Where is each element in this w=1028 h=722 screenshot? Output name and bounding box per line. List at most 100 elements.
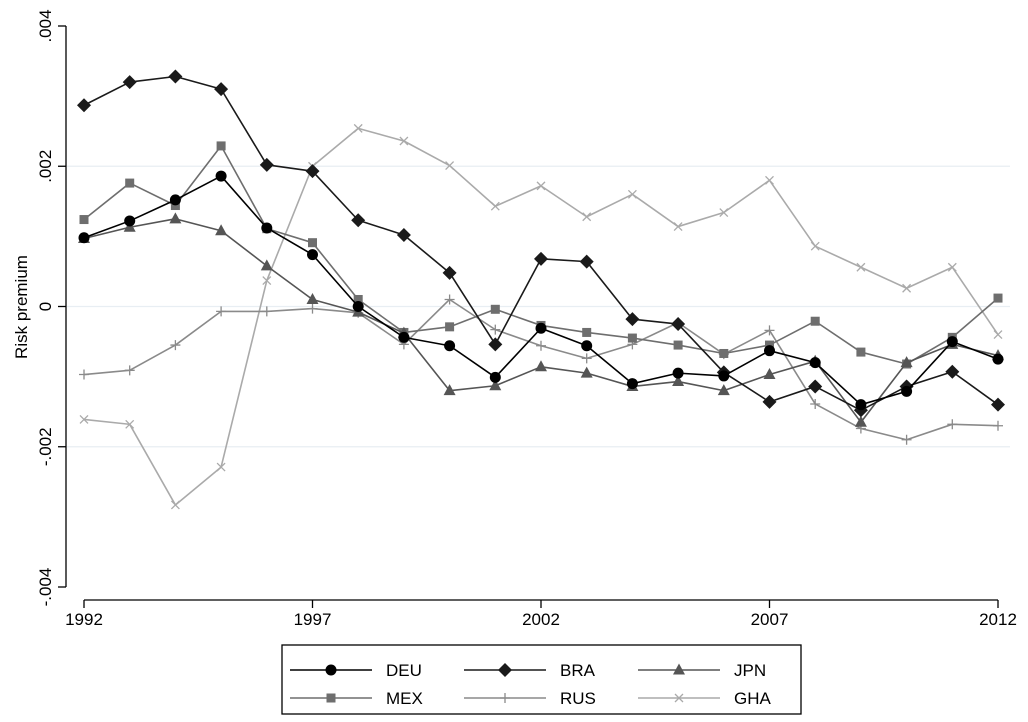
data-point-bra <box>625 312 640 327</box>
data-point-rus <box>764 325 775 336</box>
data-point-rus <box>79 369 89 380</box>
data-point-deu <box>307 249 318 261</box>
y-tick-label: .004 <box>36 9 55 42</box>
data-point-rus <box>993 420 1003 431</box>
legend-label: DEU <box>386 661 422 680</box>
legend-marker-mex <box>326 693 336 703</box>
data-point-mex <box>993 293 1003 303</box>
data-point-bra <box>77 98 91 113</box>
legend-marker-jpn <box>673 663 685 675</box>
data-point-jpn <box>763 368 776 380</box>
data-point-deu <box>855 399 867 411</box>
legend-item-rus: RUS <box>464 689 596 708</box>
x-tick-label: 2012 <box>979 610 1017 629</box>
x-tick-label: 1997 <box>294 610 332 629</box>
data-point-deu <box>581 340 593 352</box>
y-tick-label: -.002 <box>36 427 55 466</box>
data-point-deu <box>946 336 958 348</box>
data-point-bra <box>579 254 594 269</box>
data-point-rus <box>810 398 821 409</box>
data-point-deu <box>215 170 227 182</box>
data-point-mex <box>582 327 592 337</box>
y-axis-title: Risk premium <box>12 255 31 359</box>
x-tick-label: 1992 <box>65 610 103 629</box>
data-point-deu <box>809 357 821 369</box>
legend-label: BRA <box>560 661 596 680</box>
data-point-gha <box>856 262 866 272</box>
data-point-mex <box>810 316 820 326</box>
legend-item-mex: MEX <box>290 689 423 708</box>
data-point-rus <box>216 306 227 317</box>
data-point-rus <box>444 294 455 305</box>
data-point-bra <box>259 157 274 172</box>
data-point-deu <box>169 194 181 206</box>
data-point-deu <box>718 370 730 382</box>
data-point-deu <box>672 367 684 379</box>
legend-item-bra: BRA <box>464 661 596 680</box>
data-point-gha <box>353 123 363 133</box>
y-tick-label: 0 <box>36 302 55 311</box>
data-point-rus <box>261 306 272 317</box>
data-point-gha <box>627 189 637 199</box>
legend-item-jpn: JPN <box>638 661 766 680</box>
data-point-deu <box>626 378 638 390</box>
data-point-mex <box>673 340 683 350</box>
data-point-bra <box>534 251 548 266</box>
data-point-bra <box>168 69 183 84</box>
data-point-bra <box>442 265 457 280</box>
data-point-mex <box>719 348 729 358</box>
data-point-mex <box>765 340 774 350</box>
series-deu <box>78 170 1004 411</box>
x-tick-label: 2007 <box>751 610 789 629</box>
x-ticks: 1992 1997 2002 2007 2012 <box>65 600 1017 629</box>
legend-item-gha: GHA <box>638 689 772 708</box>
data-point-jpn <box>306 292 319 304</box>
data-point-gha <box>399 136 409 146</box>
data-point-mex <box>125 178 135 188</box>
data-point-rus <box>307 303 318 314</box>
data-point-rus <box>124 365 135 376</box>
data-point-gha <box>125 419 135 429</box>
legend-box <box>281 644 802 715</box>
data-point-jpn <box>717 384 730 396</box>
data-point-bra <box>305 164 320 179</box>
legend-marker-bra <box>498 663 512 677</box>
data-point-mex <box>170 201 180 211</box>
data-point-gha <box>993 330 1003 340</box>
data-point-bra <box>396 227 411 242</box>
data-point-gha <box>947 262 957 272</box>
data-point-rus <box>581 353 592 364</box>
data-point-deu <box>444 340 456 352</box>
data-point-gha <box>536 181 546 191</box>
data-point-jpn <box>443 384 456 396</box>
data-point-deu <box>535 322 547 334</box>
data-point-bra <box>945 364 960 379</box>
data-point-bra <box>488 337 503 352</box>
data-point-gha <box>216 462 226 472</box>
data-point-jpn <box>489 379 502 391</box>
data-point-deu <box>901 385 913 397</box>
data-point-bra <box>122 75 137 90</box>
data-point-bra <box>762 394 777 409</box>
legend-label: MEX <box>386 689 423 708</box>
data-point-rus <box>170 340 181 351</box>
data-point-gha <box>810 241 820 251</box>
legend: DEU BRA JPN MEX RUS GHA <box>281 644 802 715</box>
data-point-gha <box>262 276 272 286</box>
y-tick-label: .002 <box>36 150 55 183</box>
data-point-mex <box>445 322 455 332</box>
data-point-deu <box>352 301 364 312</box>
data-point-deu <box>489 371 501 383</box>
grid-lines <box>67 165 1010 448</box>
data-point-mex <box>308 238 317 248</box>
data-point-deu <box>764 345 775 357</box>
data-point-deu <box>398 331 410 343</box>
data-point-mex <box>627 333 637 343</box>
data-point-gha <box>79 414 89 424</box>
data-point-gha <box>765 175 774 185</box>
data-point-bra <box>991 397 1005 412</box>
data-point-jpn <box>260 259 273 271</box>
data-point-gha <box>490 201 500 211</box>
